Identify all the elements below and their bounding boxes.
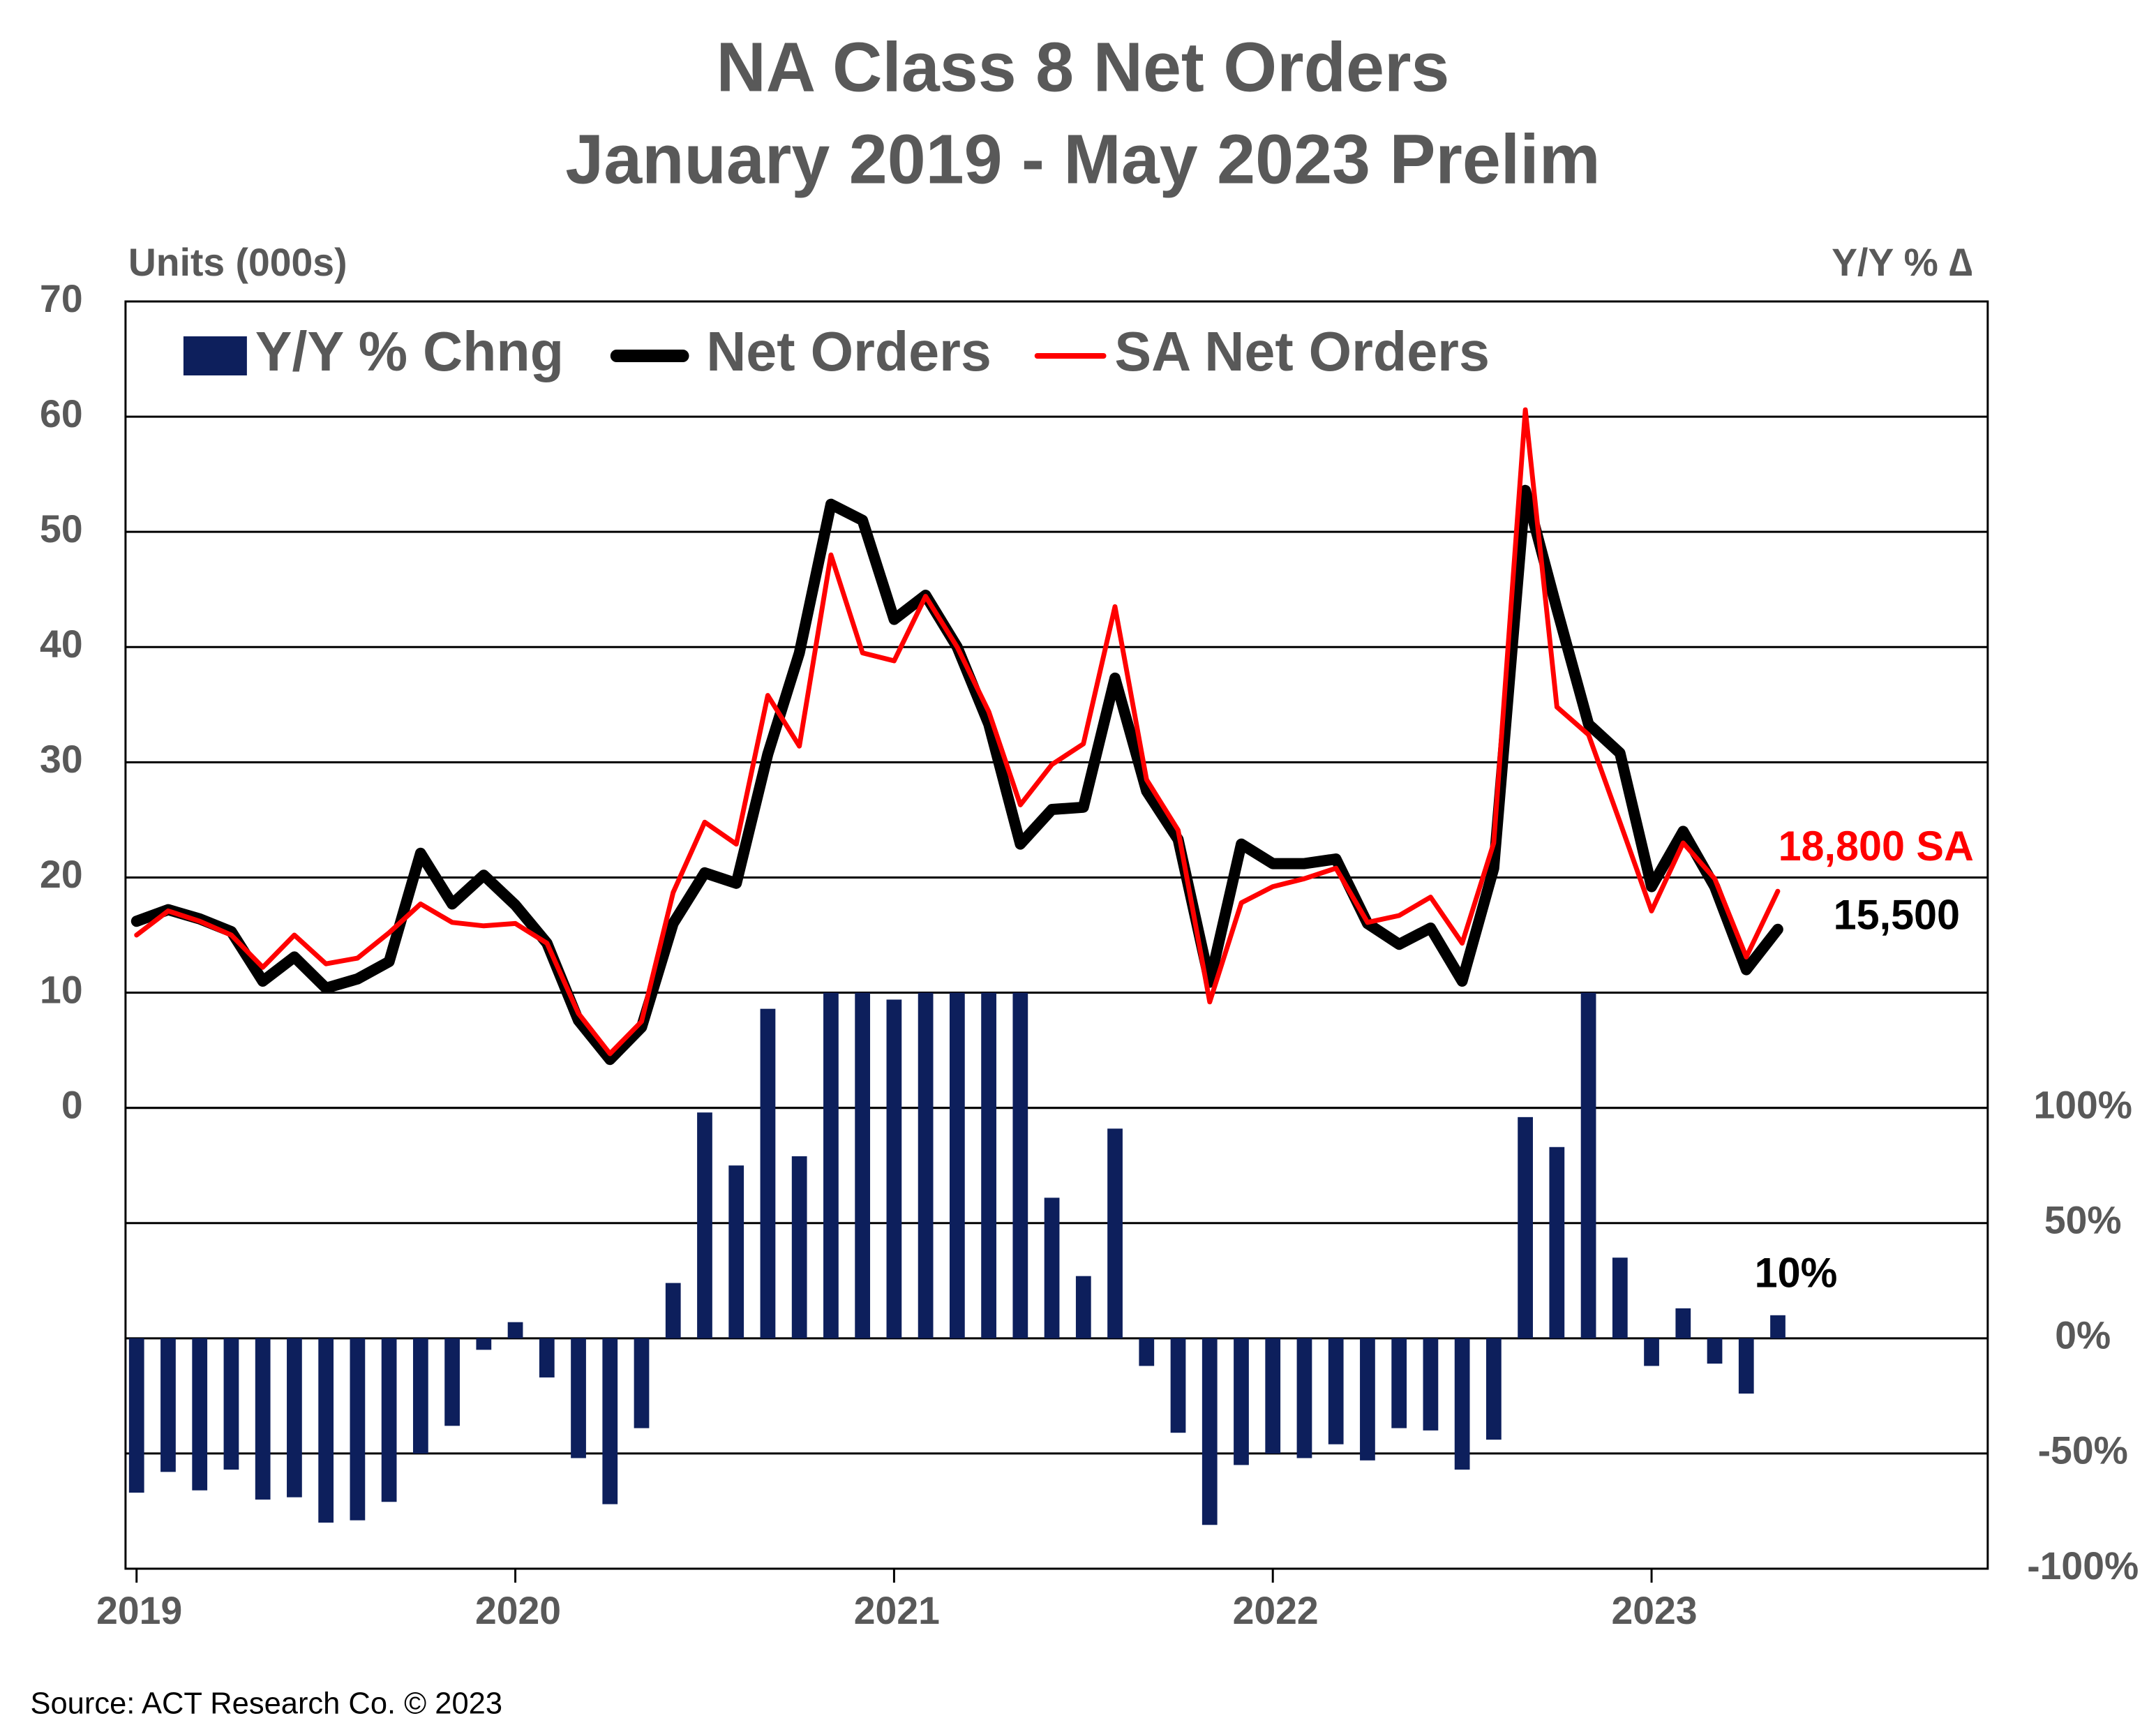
bar bbox=[1485, 1338, 1502, 1440]
plot-frame bbox=[124, 300, 1989, 1570]
bar bbox=[665, 1283, 681, 1338]
bar bbox=[1170, 1338, 1186, 1433]
line bbox=[134, 407, 1781, 1056]
bar bbox=[1328, 1338, 1344, 1444]
bar bbox=[1454, 1338, 1470, 1470]
bar bbox=[886, 999, 902, 1338]
line bbox=[130, 484, 1783, 1066]
bar bbox=[823, 992, 839, 1338]
bar bbox=[634, 1338, 650, 1428]
bar bbox=[192, 1338, 208, 1491]
bar bbox=[791, 1156, 807, 1338]
y2-tick-label: 100% bbox=[2033, 1083, 2132, 1126]
x-tick-label: 2021 bbox=[854, 1588, 940, 1631]
y-tick-label: 20 bbox=[40, 853, 83, 896]
bar bbox=[350, 1338, 366, 1521]
bar bbox=[1234, 1338, 1249, 1465]
bar bbox=[1391, 1338, 1407, 1428]
bar bbox=[128, 1338, 144, 1493]
bar bbox=[1707, 1338, 1723, 1364]
chart-title: NA Class 8 Net Orders bbox=[716, 29, 1449, 107]
bar bbox=[1265, 1338, 1281, 1454]
bar bbox=[1360, 1338, 1375, 1461]
bar bbox=[223, 1338, 239, 1470]
bar bbox=[444, 1338, 460, 1426]
y-tick-label: 70 bbox=[40, 276, 83, 320]
bar bbox=[1139, 1338, 1155, 1366]
bar bbox=[728, 1165, 744, 1338]
bar bbox=[602, 1338, 618, 1504]
bar bbox=[697, 1112, 712, 1338]
y-tick-label: 10 bbox=[40, 968, 83, 1011]
annotation: 15,500 bbox=[1834, 891, 1960, 938]
bar bbox=[160, 1338, 176, 1472]
bar bbox=[571, 1338, 586, 1458]
x-tick-label: 2023 bbox=[1611, 1588, 1697, 1631]
bar bbox=[1107, 1128, 1123, 1338]
bar bbox=[760, 1008, 776, 1338]
bar bbox=[412, 1338, 428, 1454]
y2-axis-label: Y/Y % ∆ bbox=[1832, 240, 1972, 283]
bar bbox=[476, 1338, 492, 1350]
bar bbox=[1044, 1197, 1060, 1338]
bar bbox=[1518, 1117, 1533, 1338]
y-tick-label: 40 bbox=[40, 622, 83, 666]
legend-label: Net Orders bbox=[706, 320, 991, 383]
bar bbox=[918, 992, 934, 1338]
bar bbox=[255, 1338, 271, 1500]
y2-tick-label: 0% bbox=[2055, 1313, 2111, 1357]
chart-subtitle: January 2019 - May 2023 Prelim bbox=[565, 121, 1600, 199]
bar bbox=[855, 992, 871, 1338]
annotation: 18,800 SA bbox=[1779, 823, 1974, 869]
bar bbox=[318, 1338, 334, 1523]
y-tick-label: 30 bbox=[40, 738, 83, 781]
bar bbox=[507, 1322, 523, 1338]
x-tick-label: 2019 bbox=[96, 1588, 182, 1631]
bar bbox=[1423, 1338, 1439, 1431]
legend-swatch bbox=[183, 336, 247, 375]
y-axis-label: Units (000s) bbox=[128, 240, 347, 283]
bar bbox=[981, 992, 996, 1338]
legend-label: Y/Y % Chng bbox=[255, 320, 564, 383]
bar bbox=[539, 1338, 555, 1377]
y-tick-label: 50 bbox=[40, 507, 83, 551]
bar bbox=[1201, 1338, 1218, 1525]
bar bbox=[287, 1338, 302, 1498]
bar bbox=[381, 1338, 397, 1502]
bar bbox=[1296, 1338, 1312, 1458]
bar bbox=[949, 992, 965, 1338]
annotation: 10% bbox=[1755, 1249, 1838, 1296]
y2-tick-label: -50% bbox=[2038, 1428, 2128, 1472]
bar bbox=[1075, 1276, 1091, 1338]
bar bbox=[1549, 1147, 1565, 1338]
y2-tick-label: -100% bbox=[2027, 1544, 2139, 1587]
bar bbox=[1644, 1338, 1659, 1366]
bar bbox=[1738, 1338, 1754, 1394]
y-tick-label: 60 bbox=[40, 392, 83, 435]
bar bbox=[1580, 992, 1596, 1338]
legend-label: SA Net Orders bbox=[1114, 320, 1490, 383]
x-tick-label: 2020 bbox=[475, 1588, 561, 1631]
source-note: Source: ACT Research Co. © 2023 bbox=[30, 1686, 502, 1720]
y-tick-label: 0 bbox=[61, 1083, 83, 1126]
x-tick-label: 2022 bbox=[1233, 1588, 1319, 1631]
y2-tick-label: 50% bbox=[2044, 1198, 2122, 1241]
bar bbox=[1770, 1315, 1786, 1338]
bar bbox=[1012, 992, 1028, 1338]
bar bbox=[1612, 1257, 1628, 1338]
bar bbox=[1675, 1308, 1691, 1338]
